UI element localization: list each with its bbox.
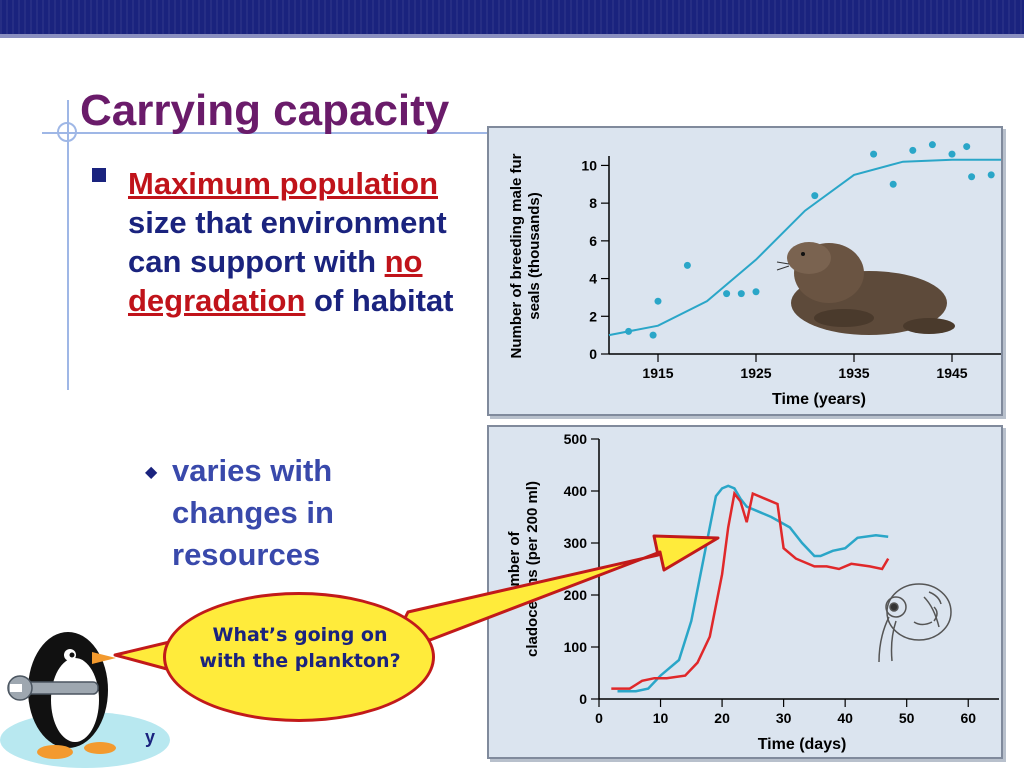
callout-bubble (163, 592, 435, 722)
fur-seal-chart: 0 2 4 6 8 10 1915 1925 1935 1945 Time (years) Num… (508, 141, 1001, 408)
cladoceran-x-axis-label: Time (days) (758, 736, 847, 753)
fur-seal-y-axis-label-line2: seals (thousands) (526, 192, 543, 320)
fur-seal-data-point (963, 143, 971, 151)
bullet-text-part1: size that environment can support with (128, 205, 447, 279)
c1-y-tick-label: 6 (589, 233, 597, 249)
c1-y-tick-label: 4 (589, 271, 597, 287)
c2-y-tick-label: 0 (579, 691, 587, 707)
c2-y-tick-label: 100 (564, 639, 588, 655)
decor-vertical-line (67, 100, 69, 390)
decor-horizontal-line (42, 132, 512, 134)
top-banner-stripe (0, 34, 1024, 38)
diamond-bullet-icon: ◆ (145, 464, 158, 481)
fur-seal-x-axis-label: Time (years) (772, 391, 866, 408)
highlight-maximum-population: Maximum population (128, 166, 438, 201)
cladoceran-icon (878, 583, 952, 663)
callout-arrow (398, 534, 720, 642)
sub-bullet-text: varies with changes in resources (172, 453, 334, 572)
penguin-icon (28, 632, 116, 759)
fur-seal-data-point (737, 290, 745, 298)
callout-text: What’s going on with the plankton? (199, 624, 401, 672)
wrench-icon (7, 675, 99, 701)
fur-seal-data-point (683, 261, 691, 269)
c2-y-tick-label: 400 (564, 483, 588, 499)
cladoceran-y-axis-label-line2: cladocerans (per 200 ml) (524, 481, 541, 657)
cladoceran-chart: 0 100 200 300 400 500 0 10 20 30 40 50 60 Time (days… (506, 431, 999, 753)
fur-seal-data-point (948, 150, 956, 158)
fur-seal-data-point (811, 192, 819, 200)
slide-title: Carrying capacity (80, 86, 450, 135)
top-banner (0, 0, 1024, 34)
c1-y-tick-label: 8 (589, 195, 597, 211)
fur-seal-data-point (870, 150, 878, 158)
c2-x-tick-label: 60 (960, 710, 976, 726)
square-bullet-icon (92, 168, 106, 182)
c2-y-tick-label: 500 (564, 431, 588, 447)
c2-x-tick-label: 0 (595, 710, 603, 726)
c2-y-tick-label: 200 (564, 587, 588, 603)
c2-y-tick-label: 300 (564, 535, 588, 551)
c1-y-tick-label: 2 (589, 308, 597, 324)
c1-y-tick-label: 10 (581, 157, 597, 173)
c1-y-tick-label: 0 (589, 346, 597, 362)
c1-x-tick-label: 1945 (936, 365, 967, 381)
c2-x-tick-label: 40 (837, 710, 853, 726)
c2-x-tick-label: 30 (776, 710, 792, 726)
c2-x-tick-label: 20 (714, 710, 730, 726)
highlight-no-degradation: no degradation (128, 244, 423, 318)
c1-x-tick-label: 1915 (642, 365, 673, 381)
cladoceran-chart-panel: 0 100 200 300 400 500 0 10 20 30 40 50 60 Time (days… (487, 425, 1003, 759)
fur-seal-data-point (752, 288, 760, 296)
fur-seal-data-point (654, 297, 662, 305)
fur-seal-data-point (625, 327, 633, 335)
fur-seal-data-point (889, 180, 897, 188)
fur-seal-data-point (928, 141, 936, 149)
crosshair-decor-icon (57, 122, 77, 142)
fur-seal-y-axis-label: Number of breeding male fur (508, 153, 525, 358)
c1-x-tick-label: 1925 (740, 365, 771, 381)
cladoceran-series-red (611, 490, 890, 690)
fur-seal-data-point (723, 290, 731, 298)
fur-seal-data-point (649, 331, 657, 339)
bullet-text-part2: of habitat (305, 283, 454, 318)
c2-x-tick-label: 10 (653, 710, 669, 726)
c1-x-tick-label: 1935 (838, 365, 869, 381)
footer-fragment: y (145, 727, 156, 747)
fur-seal-data-point (968, 173, 976, 181)
fur-seal-fit-curve (608, 158, 1001, 337)
fur-seal-chart-panel: 0 2 4 6 8 10 1915 1925 1935 1945 Time (years) Num… (487, 126, 1003, 416)
c2-x-tick-label: 50 (899, 710, 915, 726)
fur-seal-data-point (987, 171, 995, 179)
fur-seal-icon (776, 242, 955, 335)
fur-seal-data-point (909, 146, 917, 154)
main-bullet-text: Maximum population size that environment… (128, 164, 488, 320)
cladoceran-series-blue (617, 484, 889, 693)
